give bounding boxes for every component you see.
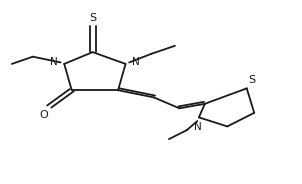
- Text: O: O: [40, 110, 48, 120]
- Text: N: N: [50, 57, 58, 67]
- Text: N: N: [194, 122, 201, 132]
- Text: N: N: [132, 57, 140, 67]
- Text: S: S: [249, 75, 256, 85]
- Text: S: S: [89, 13, 96, 23]
